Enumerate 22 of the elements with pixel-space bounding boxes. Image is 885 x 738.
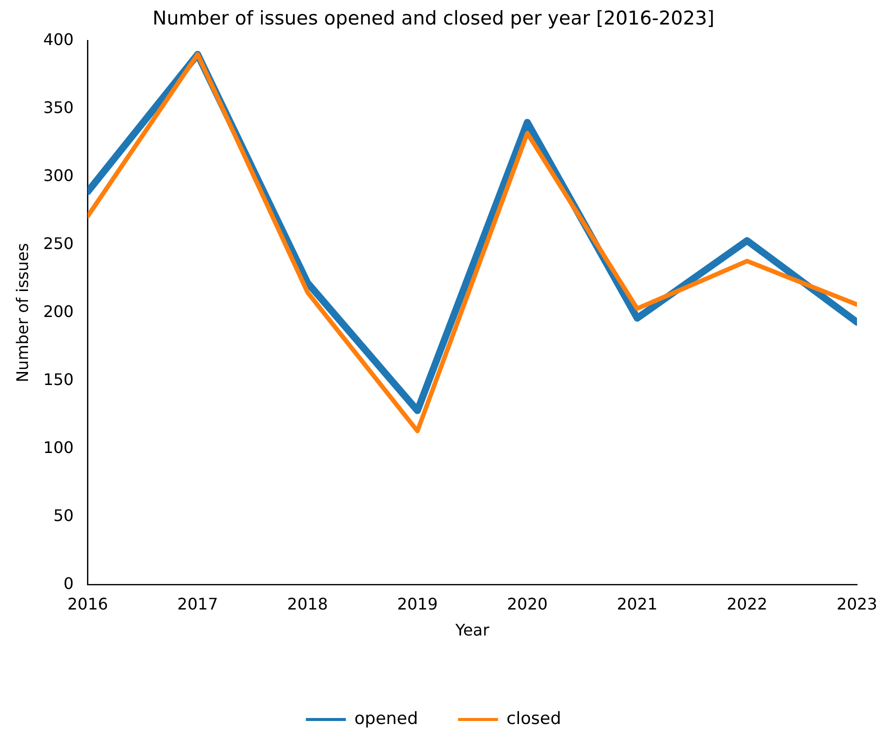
y-tick-label: 400 — [43, 30, 74, 49]
legend-label: opened — [354, 708, 418, 729]
chart-title: Number of issues opened and closed per year [2016-2023] — [152, 7, 714, 30]
y-axis-title: Number of issues — [12, 243, 32, 382]
y-tick-label: 150 — [43, 370, 74, 389]
y-tick-label: 50 — [53, 506, 74, 525]
legend-label: closed — [506, 708, 562, 729]
x-tick-label: 2017 — [177, 594, 218, 614]
y-tick-label: 350 — [43, 98, 74, 117]
x-axis-title: Year — [454, 620, 490, 640]
x-tick-label: 2023 — [836, 594, 878, 614]
y-tick-label: 300 — [43, 166, 74, 185]
y-tick-label: 200 — [43, 302, 74, 321]
y-tick-label: 250 — [43, 234, 74, 253]
x-tick-label: 2018 — [287, 594, 328, 614]
y-tick-label: 0 — [64, 574, 74, 593]
x-tick-label: 2022 — [726, 594, 768, 614]
x-tick-label: 2021 — [616, 594, 658, 614]
x-tick-label: 2020 — [506, 594, 548, 614]
x-tick-label: 2019 — [397, 594, 438, 614]
x-tick-label: 2016 — [67, 594, 108, 614]
y-tick-label: 100 — [43, 438, 74, 457]
